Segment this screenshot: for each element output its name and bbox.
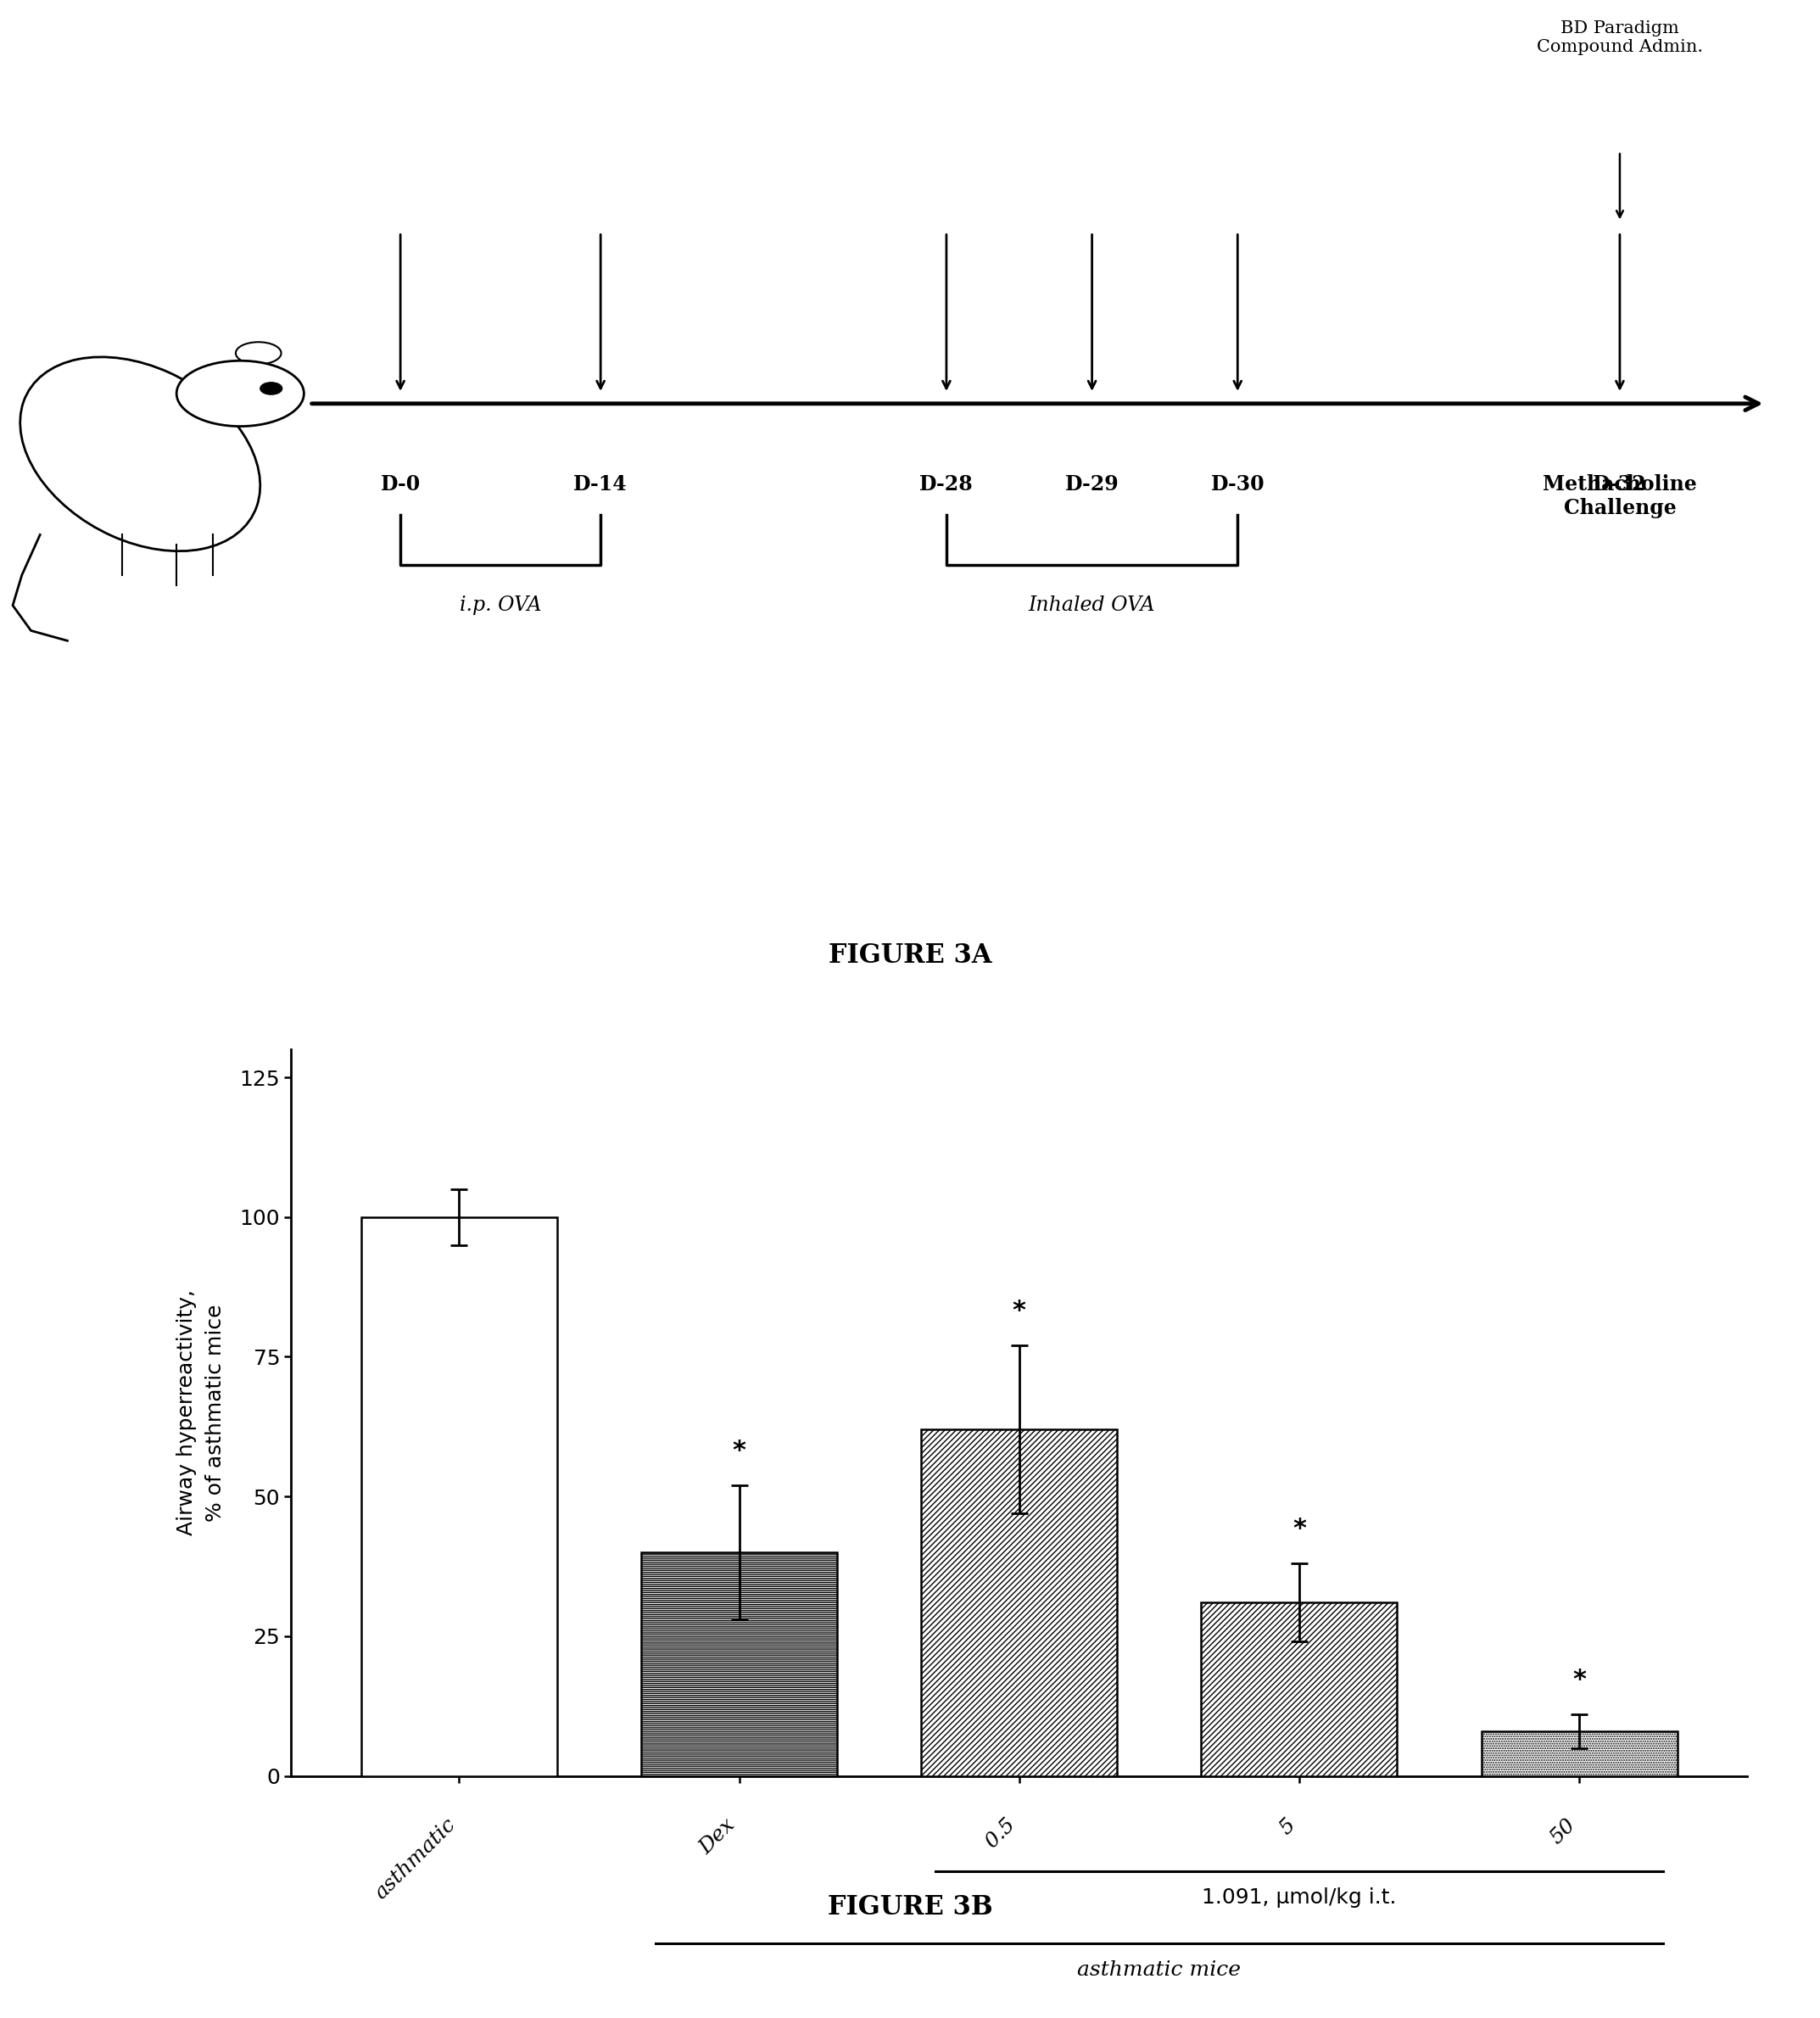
Circle shape (260, 383, 282, 396)
Text: D-28: D-28 (919, 474, 974, 494)
Text: 5: 5 (1276, 1814, 1299, 1838)
Text: D-32: D-32 (1592, 474, 1647, 494)
Text: 50: 50 (1547, 1814, 1580, 1848)
Text: *: * (732, 1439, 746, 1463)
Text: BD Paradigm
Compound Admin.: BD Paradigm Compound Admin. (1536, 20, 1704, 54)
Text: FIGURE 3A: FIGURE 3A (828, 942, 992, 969)
Text: Dex: Dex (695, 1814, 739, 1859)
Text: Methacholine
Challenge: Methacholine Challenge (1543, 474, 1696, 519)
Bar (1201, 1602, 1398, 1776)
Bar (1481, 1731, 1678, 1776)
Bar (360, 1217, 557, 1776)
Text: FIGURE 3B: FIGURE 3B (828, 1893, 992, 1921)
Text: Inhaled OVA: Inhaled OVA (1028, 595, 1156, 615)
Bar (921, 1429, 1117, 1776)
Text: *: * (1292, 1518, 1307, 1542)
Ellipse shape (177, 361, 304, 426)
Y-axis label: Airway hyperreactivity,
% of asthmatic mice: Airway hyperreactivity, % of asthmatic m… (177, 1290, 226, 1536)
Text: asthmatic: asthmatic (371, 1814, 459, 1903)
Text: asthmatic mice: asthmatic mice (1077, 1959, 1241, 1980)
Text: D-30: D-30 (1210, 474, 1265, 494)
Bar (641, 1552, 837, 1776)
Text: 0.5: 0.5 (981, 1814, 1019, 1853)
Text: D-29: D-29 (1065, 474, 1119, 494)
Text: *: * (1572, 1667, 1585, 1691)
Text: 1.091, μmol/kg i.t.: 1.091, μmol/kg i.t. (1201, 1887, 1396, 1907)
Ellipse shape (20, 357, 260, 551)
Text: D-0: D-0 (380, 474, 420, 494)
Text: D-14: D-14 (573, 474, 628, 494)
Text: *: * (1012, 1300, 1026, 1324)
Text: i.p. OVA: i.p. OVA (460, 595, 541, 615)
Ellipse shape (237, 341, 280, 363)
